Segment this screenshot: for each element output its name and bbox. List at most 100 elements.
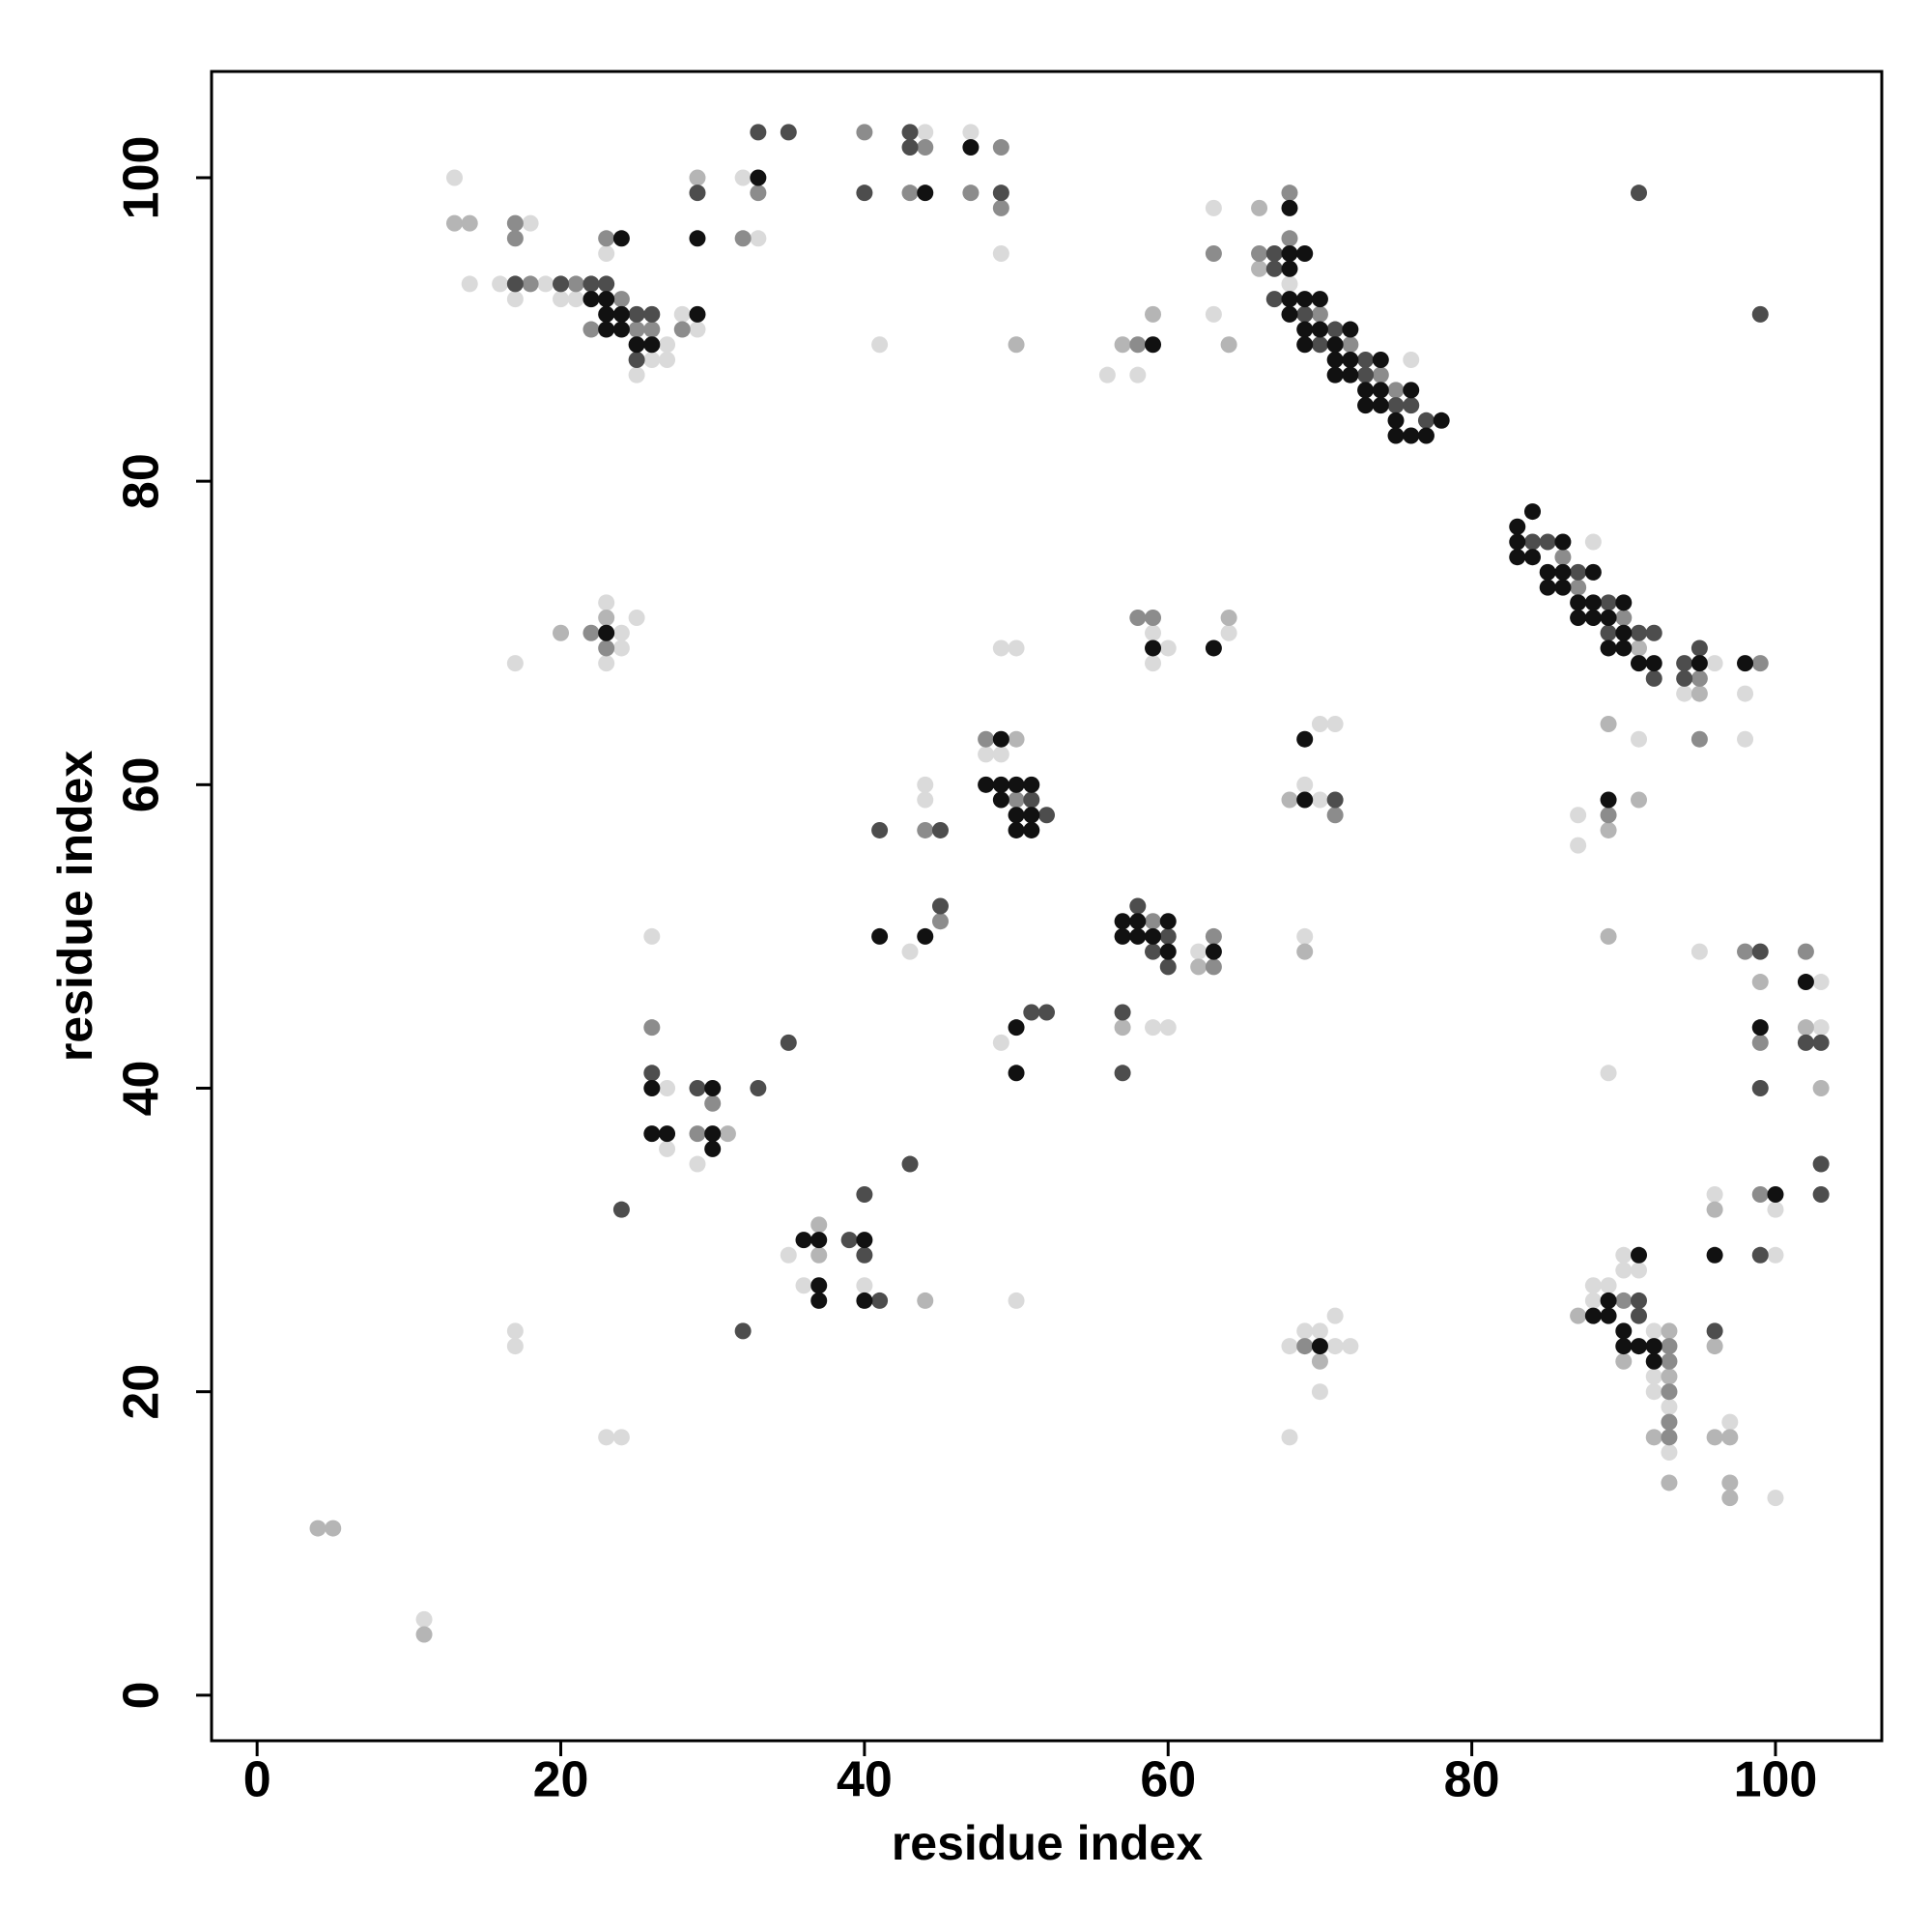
contact-point <box>1311 291 1328 308</box>
contact-point <box>689 230 706 247</box>
contact-point <box>689 1125 706 1143</box>
contact-point <box>1631 624 1648 641</box>
contact-point <box>1631 185 1648 202</box>
contact-point <box>506 214 524 232</box>
contact-point <box>598 245 615 263</box>
contact-point <box>1145 305 1162 323</box>
contact-point <box>856 1185 873 1203</box>
contact-point <box>1403 351 1420 368</box>
contact-point <box>917 791 934 809</box>
contact-point <box>689 1155 706 1173</box>
contact-point <box>917 1292 934 1309</box>
contact-point <box>461 214 478 232</box>
contact-point <box>1584 1277 1602 1294</box>
contact-point <box>1220 336 1237 354</box>
contact-point <box>856 1246 873 1264</box>
contact-point <box>643 321 661 338</box>
contact-point <box>856 124 873 141</box>
contact-point <box>1509 518 1526 535</box>
contact-point <box>537 275 554 293</box>
contact-point <box>598 305 615 323</box>
contact-point <box>1751 1246 1769 1264</box>
contact-point <box>1311 1322 1328 1340</box>
contact-point <box>871 1292 889 1309</box>
contact-point <box>1767 1490 1784 1507</box>
contact-point <box>1145 336 1162 354</box>
contact-point <box>1706 1322 1723 1340</box>
contact-point <box>659 351 676 368</box>
contact-point <box>1205 958 1222 976</box>
y-tick-label: 80 <box>114 453 170 509</box>
contact-point <box>1326 351 1344 368</box>
contact-point <box>628 321 645 338</box>
contact-point <box>1631 791 1648 809</box>
contact-point <box>917 927 934 945</box>
contact-point <box>795 1277 812 1294</box>
contact-point <box>1326 791 1344 809</box>
contact-point <box>1159 913 1177 930</box>
contact-point <box>1554 533 1572 551</box>
contact-point <box>1584 594 1602 611</box>
contact-point <box>628 305 645 323</box>
contact-point <box>1326 1307 1344 1324</box>
contact-point <box>1661 1474 1678 1492</box>
contact-point <box>1251 245 1268 263</box>
contact-point <box>871 821 889 838</box>
contact-point <box>1296 927 1314 945</box>
contact-point <box>978 730 995 748</box>
contact-point <box>856 1232 873 1249</box>
contact-point <box>506 1322 524 1340</box>
contact-point <box>1008 1292 1025 1309</box>
contact-point <box>1114 1004 1131 1021</box>
contact-point <box>1584 563 1602 581</box>
contact-point <box>1008 730 1025 748</box>
contact-point <box>1645 1352 1662 1370</box>
contact-point <box>1205 199 1222 216</box>
contact-point <box>1767 1185 1784 1203</box>
contact-point <box>1159 958 1177 976</box>
contact-point <box>704 1094 722 1112</box>
contact-point <box>1631 1246 1648 1264</box>
contact-point <box>643 927 661 945</box>
contact-point <box>612 1201 630 1218</box>
contact-point <box>1706 655 1723 672</box>
x-tick-label: 80 <box>1444 1752 1500 1808</box>
contact-point <box>1645 1322 1662 1340</box>
contact-point <box>1554 579 1572 596</box>
y-tick-label: 0 <box>114 1681 170 1709</box>
contact-point <box>612 305 630 323</box>
contact-point <box>1523 549 1541 566</box>
contact-point <box>598 1429 615 1446</box>
contact-point <box>992 245 1009 263</box>
contact-point <box>659 1140 676 1157</box>
contact-point <box>1690 669 1708 687</box>
x-tick-label: 20 <box>533 1752 589 1808</box>
contact-point <box>810 1246 828 1264</box>
contact-point <box>750 230 767 247</box>
contact-point <box>506 1338 524 1355</box>
y-tick-label: 100 <box>114 136 170 220</box>
contact-point <box>1661 1352 1678 1370</box>
contact-point <box>1372 366 1389 384</box>
contact-point <box>612 624 630 641</box>
contact-point <box>1220 624 1237 641</box>
contact-point <box>1812 1034 1830 1051</box>
contact-point <box>582 275 600 293</box>
contact-point <box>1296 1322 1314 1340</box>
contact-point <box>1812 1080 1830 1097</box>
contact-point <box>598 230 615 247</box>
contact-point <box>1023 821 1040 838</box>
contact-point <box>1114 1019 1131 1037</box>
contact-point <box>931 821 949 838</box>
contact-point <box>1145 624 1162 641</box>
contact-point <box>1326 1338 1344 1355</box>
contact-point <box>992 746 1009 763</box>
y-axis-label: residue index <box>48 751 102 1063</box>
contact-point <box>1145 655 1162 672</box>
contact-point <box>689 305 706 323</box>
contact-point <box>901 139 919 156</box>
contact-point <box>1539 579 1556 596</box>
contact-point <box>1706 1201 1723 1218</box>
contact-point <box>734 1322 752 1340</box>
contact-point <box>1281 791 1298 809</box>
